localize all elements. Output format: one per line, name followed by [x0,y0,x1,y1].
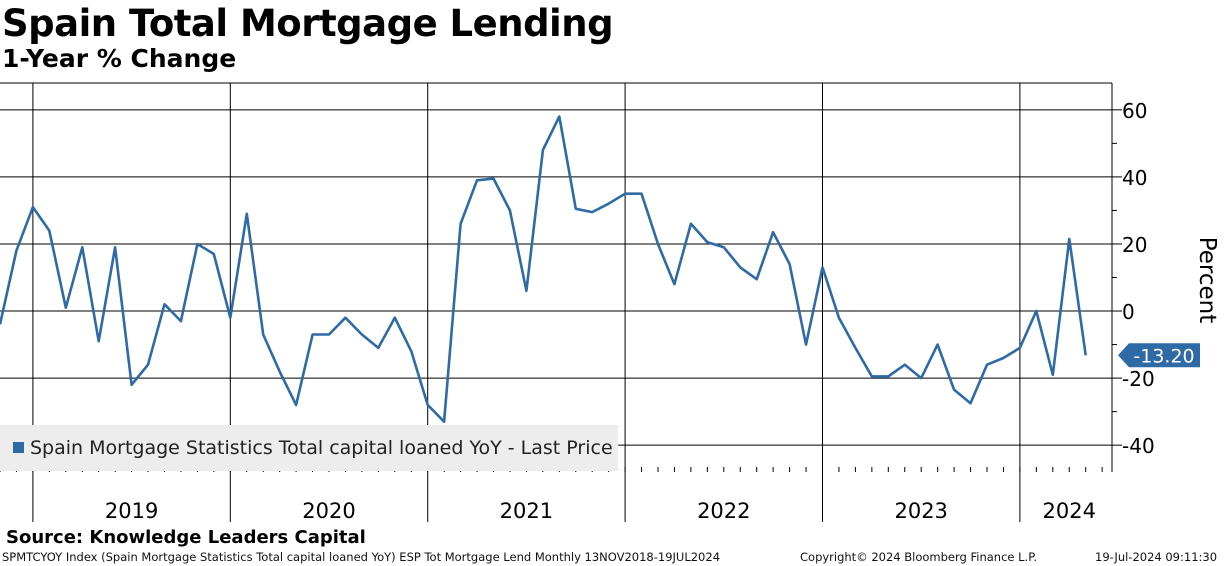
legend-swatch [13,442,24,453]
legend: Spain Mortgage Statistics Total capital … [0,425,618,471]
footer-timestamp: 19-Jul-2024 09:11:30 [1095,550,1218,564]
legend-label: Spain Mortgage Statistics Total capital … [30,437,613,459]
y-tick-label: -20 [1122,367,1155,391]
footer-index-description: SPMTCYOY Index (Spain Mortgage Statistic… [2,550,721,564]
y-tick-label: 20 [1122,233,1147,257]
x-axis-ticks: 2019 2020 2021 2022 2023 2024 [0,467,1103,523]
x-tick-label: 2023 [894,499,947,523]
y-tick-label: 0 [1122,300,1135,324]
x-tick-label: 2024 [1043,499,1096,523]
y-tick-label: -40 [1122,434,1155,458]
y-tick-label: 60 [1122,99,1147,123]
y-axis: 60 40 20 0 -20 -40 [1111,83,1155,472]
source-note: Source: Knowledge Leaders Capital [6,527,366,548]
last-price-label: -13.20 [1133,345,1194,367]
footer-copyright: Copyright© 2024 Bloomberg Finance L.P. [800,550,1037,564]
series-line [0,115,1087,423]
last-price-flag [1118,343,1200,368]
chart-subtitle: 1-Year % Change [2,44,237,73]
y-axis-title: Percent [1194,237,1220,324]
chart-title: Spain Total Mortgage Lending [2,2,614,45]
x-tick-label: 2019 [105,499,158,523]
last-price-label-group: -13.20 [1118,343,1200,368]
x-tick-label: 2021 [500,499,553,523]
y-tick-label: 40 [1122,166,1147,190]
x-tick-label: 2022 [697,499,750,523]
x-tick-label: 2020 [302,499,355,523]
